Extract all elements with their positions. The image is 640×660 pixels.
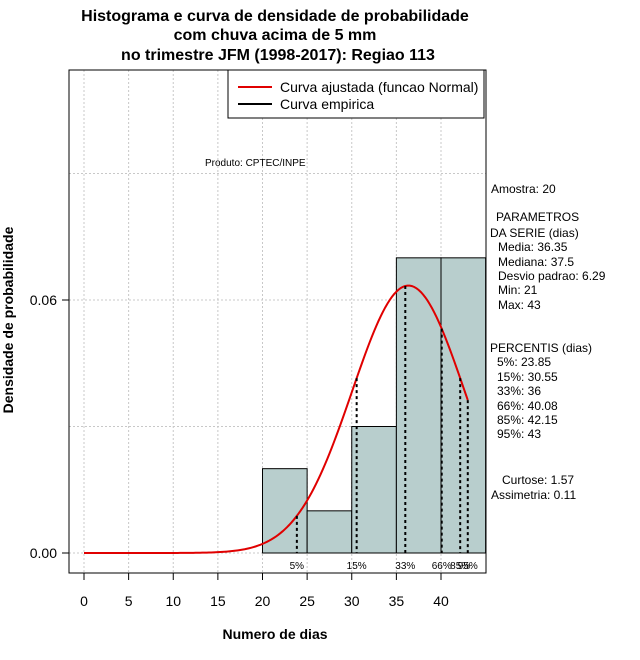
- x-tick-label: 35: [389, 593, 405, 609]
- x-tick-label: 15: [210, 593, 226, 609]
- stat-p85: 85%: 42.15: [497, 413, 558, 427]
- y-axis: 0.00 0.06: [30, 292, 69, 561]
- chart-title-line-3: no trimestre JFM (1998-2017): Regiao 113: [121, 47, 435, 64]
- percentile-label: 33%: [395, 561, 415, 572]
- percentile-label: 15%: [347, 561, 367, 572]
- stat-mean: Media: 36.35: [498, 240, 568, 254]
- histogram-bar: [306, 510, 353, 554]
- y-axis-title: Densidade de probabilidade: [0, 226, 16, 413]
- stat-max: Max: 43: [498, 298, 541, 312]
- x-tick-label: 40: [433, 593, 449, 609]
- x-tick-label: 0: [80, 593, 88, 609]
- x-tick-label: 25: [299, 593, 315, 609]
- stat-kurtosis: Curtose: 1.57: [502, 473, 574, 487]
- stat-percentiles-title: PERCENTIS (dias): [490, 341, 592, 355]
- stat-params-title-1: PARAMETROS: [496, 210, 579, 224]
- legend: Curva ajustada (funcao Normal) Curva emp…: [227, 69, 485, 119]
- percentile-label: 85%: [450, 561, 470, 572]
- histogram-bar: [351, 426, 397, 554]
- stat-median: Mediana: 37.5: [498, 255, 574, 269]
- fitted-normal-curve: [84, 284, 469, 554]
- percentile-markers: 5% 15% 33% 66%85%95%: [290, 285, 478, 572]
- stat-p95: 95%: 43: [497, 427, 541, 441]
- legend-box: [227, 69, 485, 119]
- x-axis: 0 5 10 15 20 25 30 35 40: [80, 572, 449, 609]
- stat-p5: 5%: 23.85: [497, 355, 551, 369]
- percentile-label: 66%: [432, 561, 452, 572]
- histogram-bars: [262, 257, 487, 554]
- stat-skewness: Assimetria: 0.11: [491, 488, 576, 502]
- percentile-label: 5%: [290, 561, 305, 572]
- plot-area: 5% 15% 33% 66%85%95%0 5 10 15 20 25 30 35 400.000.0…: [30, 69, 487, 609]
- stat-sd: Desvio padrao: 6.29: [498, 269, 606, 283]
- stats-panel: Amostra: 20 PARAMETROS DA SERIE (dias) M…: [490, 182, 606, 502]
- stat-p66: 66%: 40.08: [497, 399, 558, 413]
- x-tick-label: 30: [344, 593, 360, 609]
- histogram-bar: [395, 257, 442, 554]
- legend-fitted-label: Curva ajustada (funcao Normal): [280, 79, 478, 95]
- histogram-bar: [440, 257, 487, 554]
- chart-title-line-1: Histograma e curva de densidade de proba…: [81, 8, 469, 25]
- legend-empirical-label: Curva empirica: [280, 96, 374, 112]
- x-tick-label: 20: [255, 593, 271, 609]
- stat-min: Min: 21: [498, 283, 538, 297]
- stat-p15: 15%: 30.55: [497, 370, 558, 384]
- y-tick-label: 0.06: [30, 292, 57, 308]
- product-label: Produto: CPTEC/INPE: [205, 158, 306, 169]
- stat-p33: 33%: 36: [497, 384, 541, 398]
- y-tick-label: 0.00: [30, 545, 57, 561]
- stat-params-title-2: DA SERIE (dias): [490, 226, 579, 240]
- x-tick-label: 10: [165, 593, 181, 609]
- percentile-label: 95%: [458, 561, 478, 572]
- stat-sample: Amostra: 20: [491, 182, 556, 196]
- x-axis-title: Numero de dias: [222, 626, 327, 642]
- chart-title-line-2: com chuva acima de 5 mm: [174, 27, 377, 44]
- x-tick-label: 5: [125, 593, 133, 609]
